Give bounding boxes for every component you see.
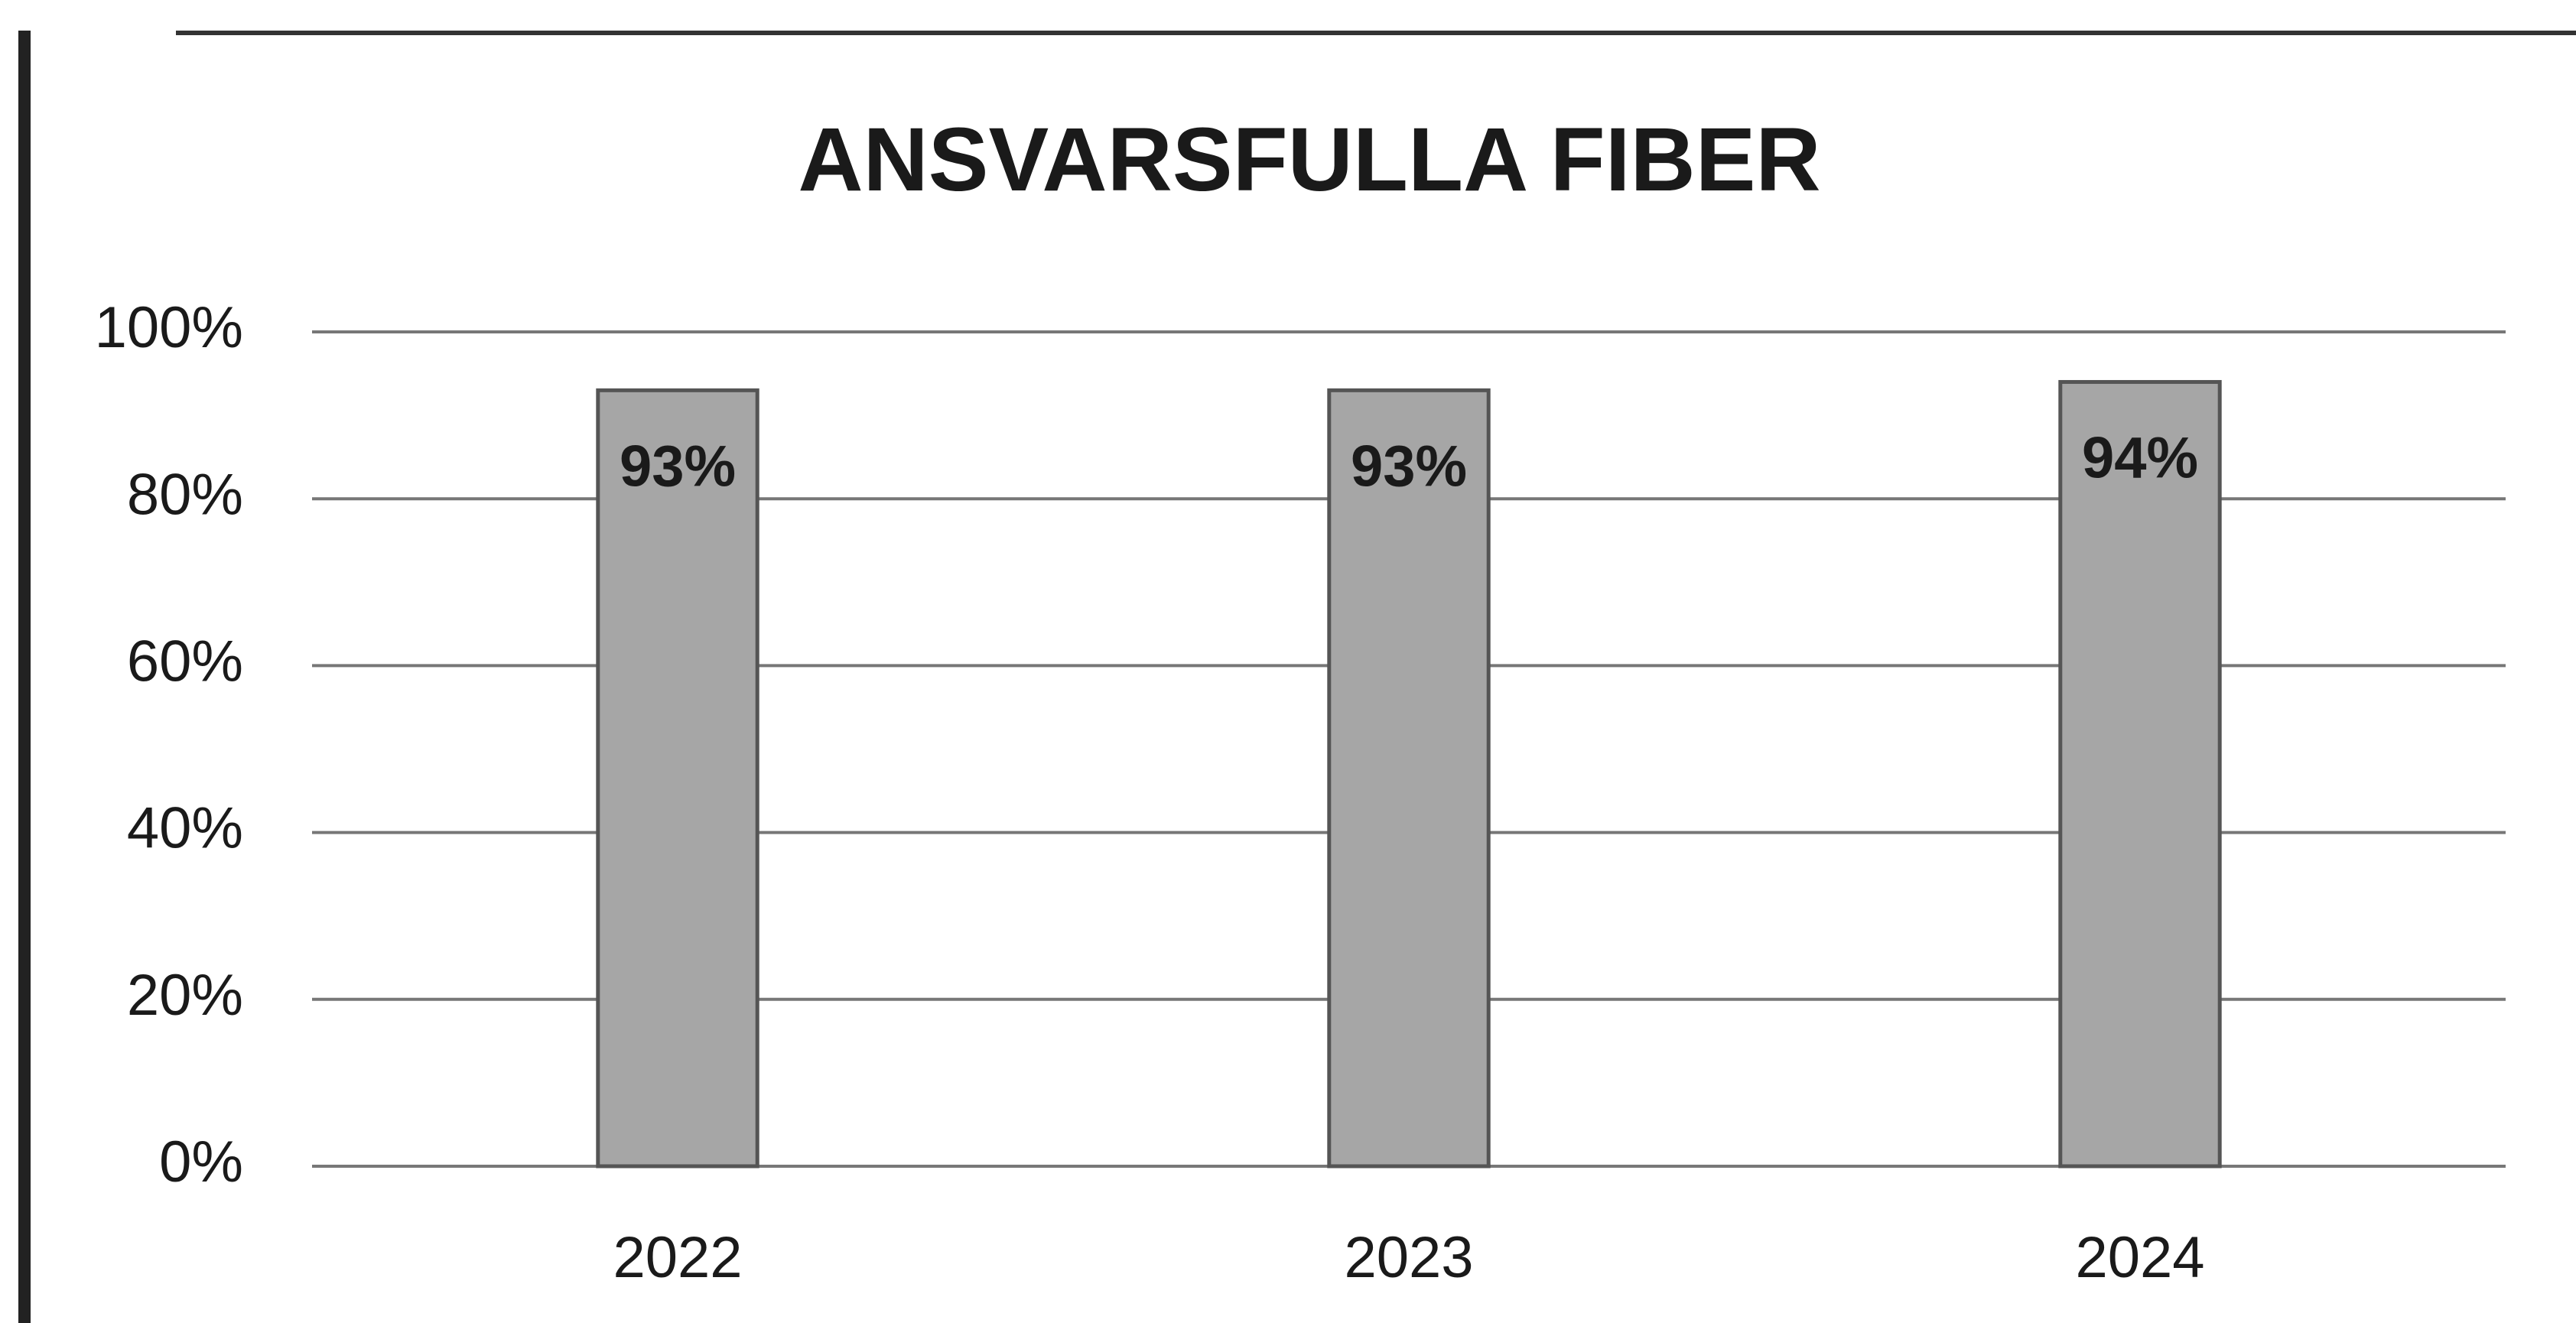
- bar: [596, 388, 759, 1169]
- x-tick-label: 2023: [1344, 1225, 1473, 1290]
- x-tick-label: 2022: [613, 1225, 742, 1290]
- bar: [1327, 388, 1491, 1169]
- chart-title: ANSVARSFULLA FIBER: [798, 109, 1820, 210]
- data-label: 93%: [620, 434, 736, 499]
- y-tick-label: 100%: [95, 295, 243, 360]
- data-label: 93%: [1351, 434, 1467, 499]
- y-tick-label: 20%: [127, 963, 243, 1028]
- data-label: 94%: [2082, 426, 2198, 491]
- frame-left: [18, 31, 31, 1323]
- y-tick-label: 40%: [127, 796, 243, 861]
- y-tick-label: 60%: [127, 629, 243, 694]
- y-tick-label: 80%: [127, 462, 243, 527]
- frame-top: [176, 31, 2576, 35]
- y-tick-label: 0%: [159, 1130, 243, 1195]
- bar: [2058, 379, 2222, 1169]
- x-tick-label: 2024: [2075, 1225, 2204, 1290]
